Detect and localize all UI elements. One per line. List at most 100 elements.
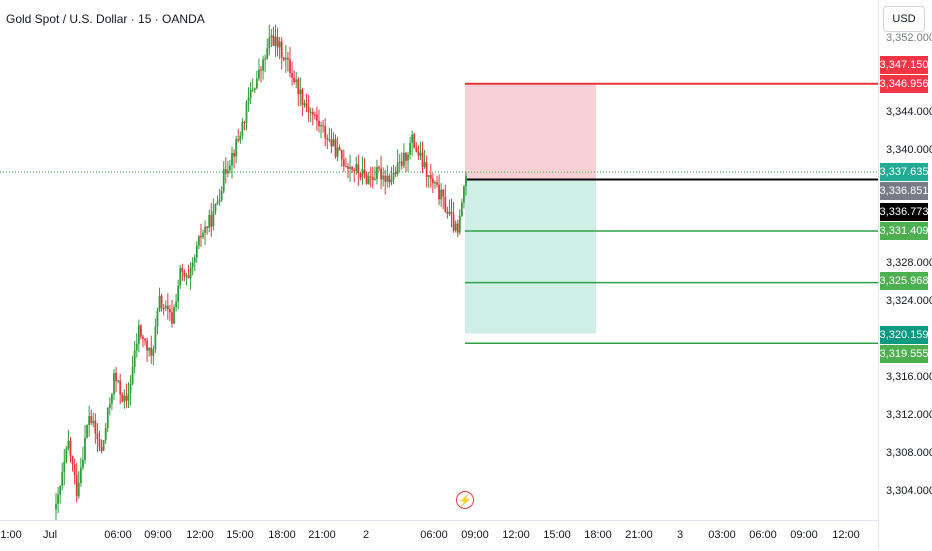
candle-body [351, 166, 354, 170]
time-axis-label: 06:00 [749, 529, 777, 541]
candle-body [394, 172, 397, 174]
candle-body [431, 178, 434, 184]
candle-body [156, 310, 159, 327]
candle-body [63, 461, 66, 473]
candle-body [204, 226, 206, 233]
candle-body [307, 107, 310, 113]
take-profit-zone [465, 179, 596, 334]
candle-body [357, 164, 360, 174]
candle-body [195, 245, 198, 258]
tp3-price-badge[interactable]: 3,319.555 [880, 345, 928, 363]
candle-body [61, 472, 64, 486]
candle-body [463, 186, 465, 203]
candle-body [336, 147, 339, 157]
tp1-price-badge[interactable]: 3,331.409 [880, 222, 928, 240]
candle-body [465, 175, 467, 187]
time-axis-label: Jul [42, 529, 58, 541]
candle-body [185, 275, 188, 277]
candle-body [293, 77, 296, 82]
chart-canvas[interactable] [0, 0, 878, 523]
candle-body [258, 69, 260, 79]
crosshair-price-badge[interactable]: 3,336.773 [880, 203, 928, 221]
candle-body [460, 202, 463, 216]
candle-body [297, 79, 300, 95]
candle-body [436, 182, 438, 185]
stop-loss-price-badge[interactable]: 3,347.150 [880, 56, 928, 74]
candle-body [413, 134, 416, 148]
candle-body [450, 211, 453, 215]
candle-body [328, 139, 331, 141]
candle-body [127, 393, 130, 401]
time-axis-label: 09:00 [144, 529, 172, 541]
candle-body [380, 168, 383, 180]
candle-body [378, 167, 380, 169]
entry-price-badge[interactable]: 3,336.851 [880, 182, 928, 200]
candle-body [229, 165, 231, 171]
candle-body [405, 152, 407, 161]
candle-body [274, 36, 277, 46]
candle-body [67, 440, 70, 449]
candle-body [382, 175, 385, 180]
candle-body [171, 312, 173, 324]
candle-body [160, 295, 163, 308]
candle-body [57, 494, 59, 504]
stop-loss-zone [465, 83, 596, 180]
candle-body [373, 178, 376, 181]
candle-body [212, 211, 215, 227]
time-scale[interactable] [0, 520, 878, 551]
candle-body [324, 126, 327, 139]
candle-body [415, 147, 418, 152]
candle-body [142, 336, 144, 339]
candle-body [179, 267, 182, 286]
candle-body [218, 199, 221, 202]
current-price-badge[interactable]: 3,337.635 [880, 163, 928, 181]
candle-body [262, 59, 264, 71]
candle-body [181, 267, 184, 272]
candle-body [398, 161, 401, 163]
candle-body [113, 372, 115, 395]
candle-body [193, 257, 196, 263]
stop-line-price-badge[interactable]: 3,346.956 [880, 75, 928, 93]
candle-body [150, 347, 153, 356]
candle-body [152, 349, 155, 356]
candle-body [146, 340, 149, 351]
candle-body [115, 372, 117, 382]
candle-body [100, 446, 103, 451]
lightning-event-icon[interactable]: ⚡ [456, 491, 474, 509]
time-axis-label: 12:00 [832, 529, 860, 541]
candle-body [226, 170, 229, 174]
price-chart[interactable] [0, 0, 878, 523]
candle-body [446, 211, 449, 214]
candle-body [129, 383, 132, 394]
candle-body [104, 428, 107, 441]
candle-body [419, 152, 422, 156]
candle-body [133, 350, 136, 367]
candle-body [208, 214, 211, 228]
candle-body [438, 184, 440, 200]
candle-body [183, 271, 186, 277]
candle-body [173, 307, 175, 324]
candle-body [266, 48, 269, 59]
candle-body [175, 301, 178, 308]
time-axis-label: 21:00 [308, 529, 336, 541]
time-axis-label: 18:00 [268, 529, 296, 541]
candle-body [402, 152, 405, 166]
candle-body [84, 437, 86, 460]
candle-body [309, 111, 312, 113]
candle-body [313, 114, 316, 116]
candle-body [444, 196, 447, 212]
currency-button[interactable]: USD [883, 6, 925, 32]
price-tick-top-partial: 3,352.000 [886, 32, 932, 44]
candle-body [305, 103, 308, 108]
candle-body [417, 151, 420, 156]
candle-body [243, 121, 246, 123]
candle-body [111, 394, 113, 404]
candle-body [392, 172, 395, 180]
candle-body [202, 232, 204, 238]
candle-body [158, 295, 161, 311]
candle-body [349, 166, 351, 169]
time-axis-label: 15:00 [543, 529, 571, 541]
tp2-price-badge[interactable]: 3,325.968 [880, 272, 928, 290]
take-profit-price-badge[interactable]: 3,320.159 [880, 326, 928, 344]
candle-body [303, 103, 306, 105]
